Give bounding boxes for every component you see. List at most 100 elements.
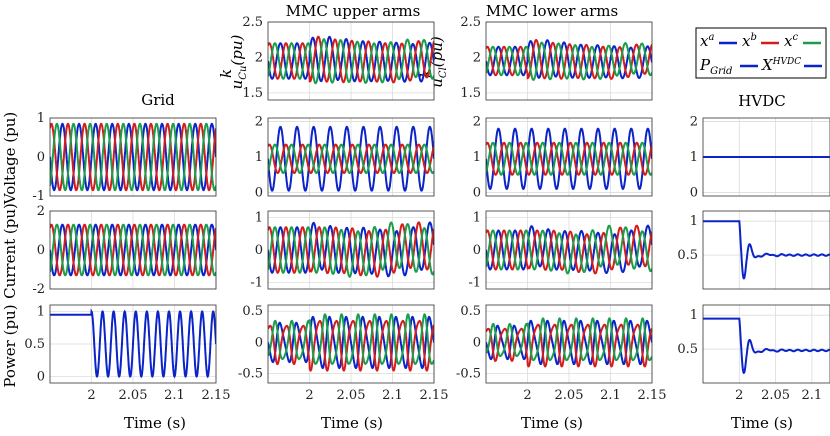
ytick-label: 1	[473, 150, 481, 165]
axes-frame	[485, 304, 653, 384]
axes-frame	[267, 117, 435, 197]
panel-upper-voltage: 0 1 2	[255, 115, 435, 200]
svg-text:xa: xa	[700, 32, 714, 50]
panel-upper-current: -1 0 1	[250, 210, 435, 291]
ytick-label: 0.5	[242, 304, 263, 319]
series-xa	[486, 39, 652, 80]
ytick-label: 0	[473, 335, 481, 350]
ytick-label: 0.5	[460, 304, 481, 319]
title-lower: MMC lower arms	[486, 2, 618, 20]
ytick-label: 1	[255, 150, 263, 165]
series-xc	[50, 223, 216, 277]
ytick-label: 0	[255, 185, 263, 200]
ylabel-ucu: uCu(pu) k	[217, 34, 249, 89]
series-xb	[486, 141, 652, 176]
ytick-label: 0.5	[24, 337, 45, 352]
ytick-label: -0.5	[456, 367, 481, 382]
ytick-label: 1	[255, 211, 263, 226]
ytick-label: 2	[255, 50, 263, 65]
series-xc	[50, 122, 216, 192]
series-xa	[50, 223, 216, 277]
ytick-label: 2.5	[460, 15, 481, 30]
series-xb	[268, 143, 434, 175]
ytick-label: 0.5	[677, 248, 698, 263]
ytick-label: 2	[473, 115, 481, 130]
panel-hvdc-voltage: 0 1 2	[690, 115, 830, 200]
xtick-label: 2	[87, 388, 95, 403]
xtick-label: 2.05	[555, 388, 584, 403]
ytick-label: -2	[32, 282, 45, 297]
ytick-label: 1.5	[242, 86, 263, 101]
series-xhvdc	[703, 317, 830, 375]
panel-grid-power: 0 0.5 1 2 2.05 2.1 2.15	[24, 305, 230, 404]
xlabel-lower: Time (s)	[521, 414, 583, 432]
ytick-label: -1	[250, 276, 263, 291]
xtick-label: 2.05	[761, 388, 790, 403]
xtick-label: 2.1	[802, 388, 823, 403]
axes-frame	[49, 117, 217, 197]
svg-text:k: k	[217, 69, 235, 78]
series-xb	[268, 35, 434, 84]
legend-item-xa: xa	[700, 32, 737, 50]
ytick-label: 2	[255, 115, 263, 130]
ytick-label: 2.5	[242, 15, 263, 30]
ytick-label: 2	[37, 204, 45, 219]
ytick-label: 0	[690, 185, 698, 200]
axes-frame	[267, 210, 435, 290]
axes-frame	[485, 117, 653, 197]
series-xc	[268, 143, 434, 175]
ytick-label: -1	[32, 189, 45, 204]
ytick-label: 1	[690, 308, 698, 323]
series-xb	[50, 122, 216, 192]
series-xc	[268, 38, 434, 85]
axes-frame	[485, 210, 653, 290]
ytick-label: -1	[468, 276, 481, 291]
xtick-label: 2.05	[337, 388, 366, 403]
panel-grid-voltage: -1 0 1	[32, 111, 217, 204]
series-xc	[268, 221, 434, 278]
ytick-label: 1.5	[460, 86, 481, 101]
legend: xa xb xc PGrid XHVDC	[695, 27, 827, 79]
xtick-label: 2	[735, 388, 743, 403]
ytick-label: 1	[37, 111, 45, 126]
panel-lower-voltage: 0 1 2	[473, 115, 653, 200]
legend-item-xb: xb	[742, 32, 779, 50]
series-xb	[486, 323, 652, 368]
panel-lower-power: -0.5 0 0.5 2 2.05 2.1 2.15	[456, 304, 667, 403]
series-xa	[486, 319, 652, 366]
series-xc	[268, 313, 434, 365]
series-xb	[268, 319, 434, 372]
xtick-label: 2	[523, 388, 531, 403]
ytick-label: 0	[37, 150, 45, 165]
series-xc	[486, 317, 652, 362]
xtick-label: 2	[305, 388, 313, 403]
xtick-label: 2.15	[638, 388, 667, 403]
axes-frame	[267, 304, 435, 384]
svg-text:xb: xb	[742, 32, 757, 50]
series-xb	[486, 39, 652, 80]
legend-item-pgrid: PGrid	[699, 56, 758, 77]
axes-frame	[485, 21, 653, 101]
ytick-label: 0	[37, 370, 45, 385]
series-xc	[486, 41, 652, 81]
title-hvdc: HVDC	[738, 92, 785, 110]
ytick-label: 0	[255, 335, 263, 350]
xtick-label: 2.1	[164, 388, 185, 403]
xtick-label: 2.15	[202, 388, 231, 403]
series-xhvdc	[703, 220, 830, 280]
series-xc	[486, 141, 652, 176]
series-xc	[486, 224, 652, 275]
svg-text:uCu(pu): uCu(pu)	[228, 34, 249, 89]
legend-item-xhvdc: XHVDC	[761, 56, 822, 74]
svg-text:PGrid: PGrid	[699, 56, 732, 77]
axes-frame	[702, 117, 830, 197]
ytick-label: 0	[473, 185, 481, 200]
title-grid: Grid	[141, 91, 175, 109]
series-xa	[50, 122, 216, 192]
series-xb	[268, 221, 434, 278]
xlabel-grid: Time (s)	[124, 414, 186, 432]
xlabel-hvdc: Time (s)	[731, 414, 793, 432]
axes-frame	[49, 210, 217, 290]
ytick-label: 2	[473, 50, 481, 65]
